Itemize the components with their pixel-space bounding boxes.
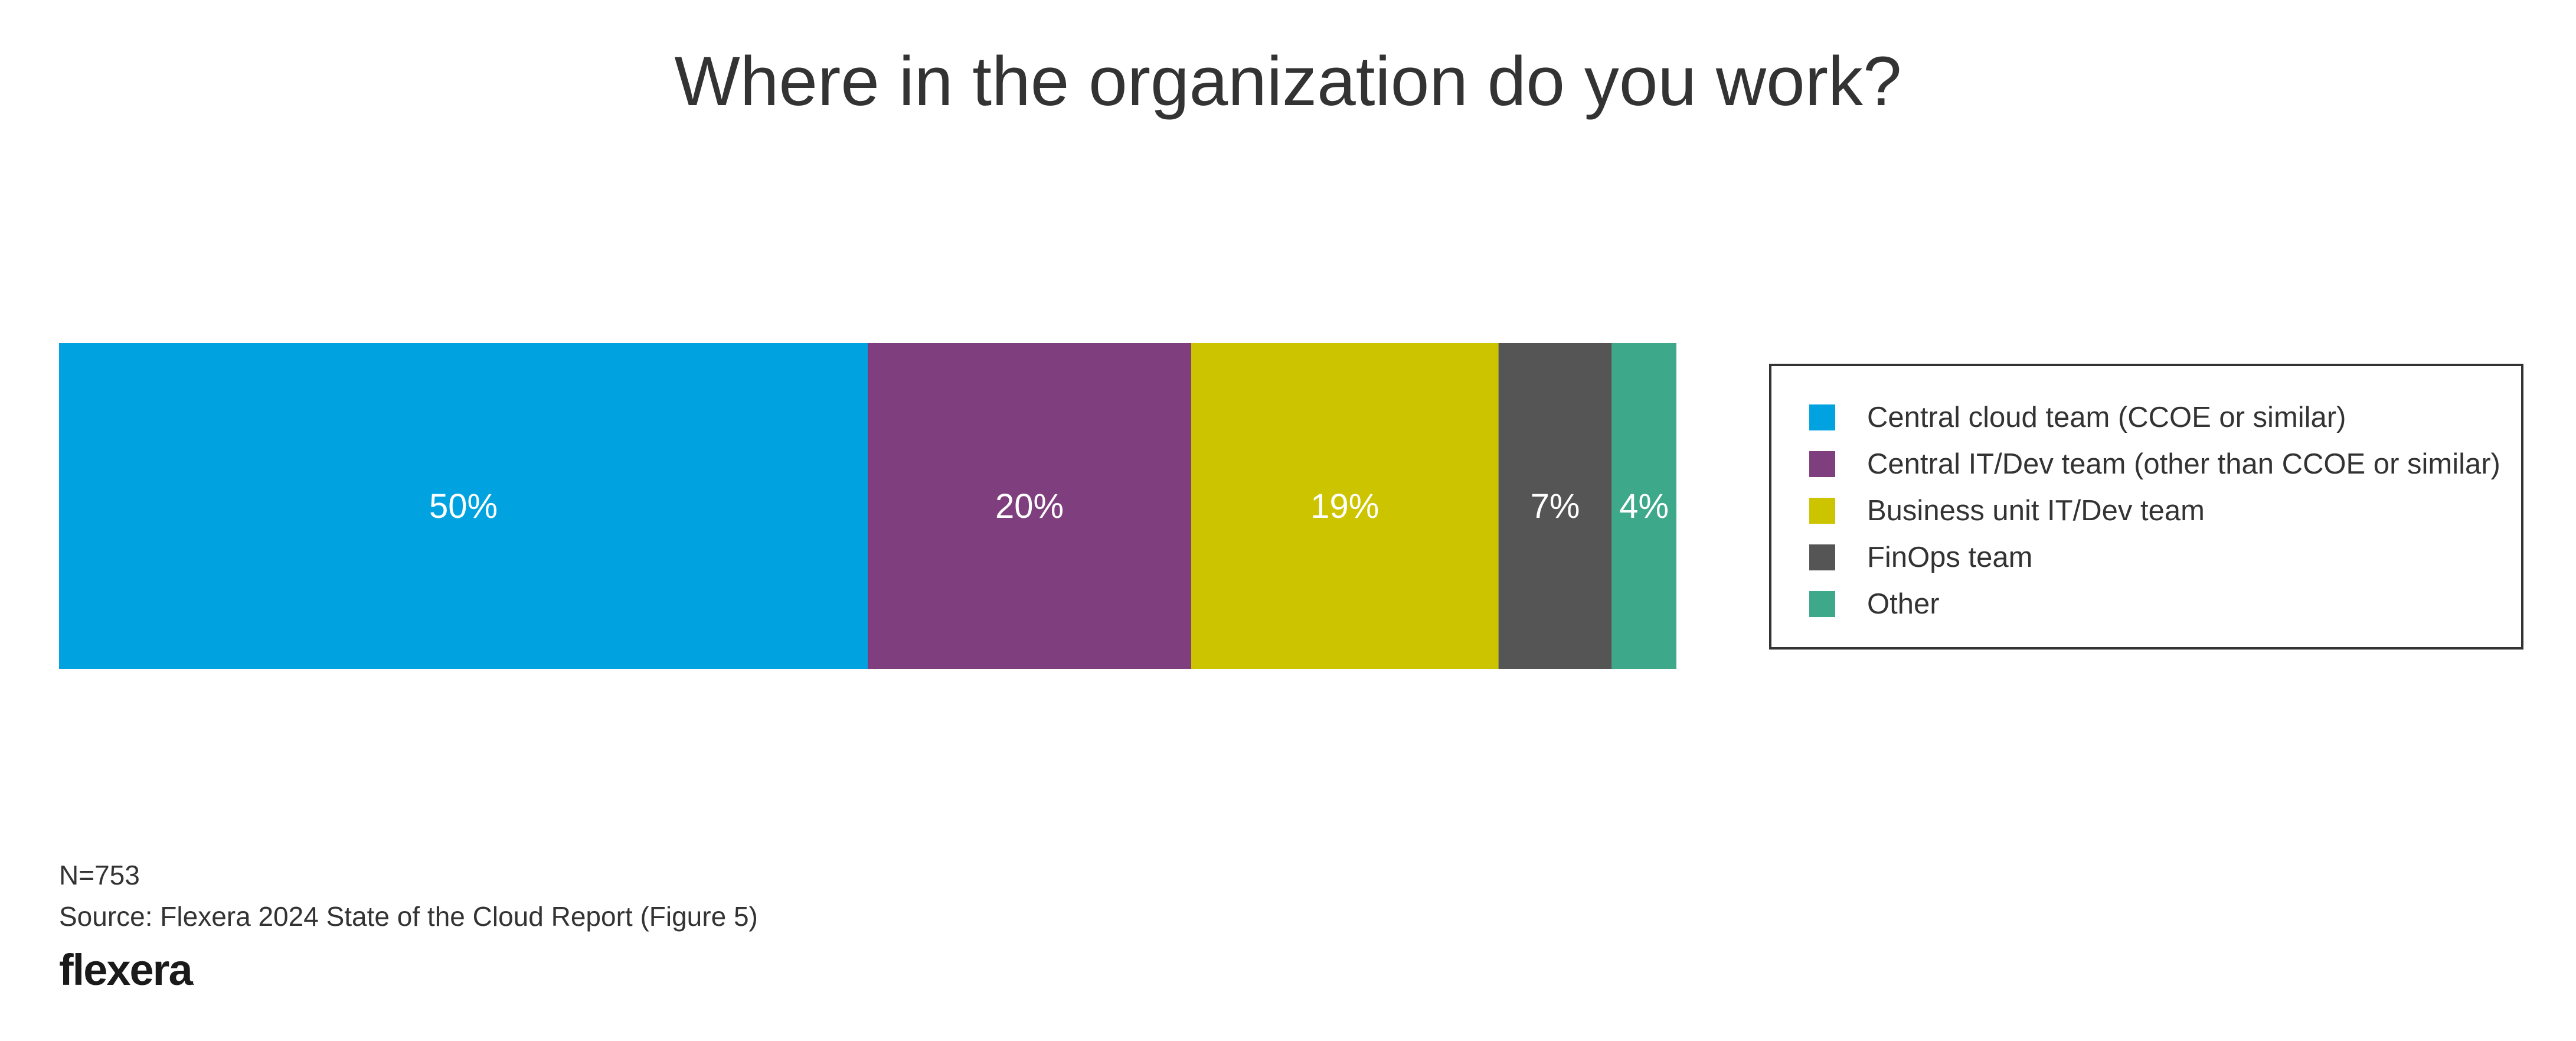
legend-swatch — [1809, 498, 1835, 524]
legend-item-4: FinOps team — [1809, 537, 2032, 578]
legend-item-3: Business unit IT/Dev team — [1809, 490, 2205, 531]
bar-value-label-2: 20% — [995, 487, 1064, 526]
bar-segment-3 — [1191, 343, 1499, 669]
bar-segment-1 — [59, 343, 868, 669]
legend-label: FinOps team — [1867, 541, 2033, 573]
legend-item-2: Central IT/Dev team (other than CCOE or … — [1809, 443, 2500, 485]
sample-size-note: N=753 — [59, 860, 140, 890]
legend-label: Other — [1867, 588, 1940, 620]
legend-item-1: Central cloud team (CCOE or similar) — [1809, 397, 2346, 438]
logo-text: flexera — [59, 945, 193, 994]
source-note: Source: Flexera 2024 State of the Cloud … — [59, 901, 758, 932]
legend-swatch — [1809, 544, 1835, 570]
legend-label: Business unit IT/Dev team — [1867, 495, 2205, 527]
legend-swatch — [1809, 404, 1835, 430]
legend-item-5: Other — [1809, 583, 1940, 625]
bar-segment-4 — [1498, 343, 1612, 669]
legend-swatch — [1809, 591, 1835, 617]
legend-label: Central cloud team (CCOE or similar) — [1867, 402, 2346, 433]
chart-legend: Central cloud team (CCOE or similar) Cent… — [1769, 364, 2523, 650]
bar-segment-5 — [1611, 343, 1676, 669]
bar-value-label-1: 50% — [429, 487, 498, 526]
bar-value-label-5: 4% — [1619, 487, 1669, 526]
bar-value-label-3: 19% — [1310, 487, 1379, 526]
flexera-logo: flexera. — [59, 945, 195, 995]
bar-segment-2 — [868, 343, 1191, 669]
legend-swatch — [1809, 451, 1835, 477]
bar-value-label-4: 7% — [1531, 487, 1580, 526]
chart-title: Where in the organization do you work? — [674, 43, 1902, 120]
legend-label: Central IT/Dev team (other than CCOE or … — [1867, 448, 2500, 480]
logo-dot: . — [191, 975, 195, 988]
